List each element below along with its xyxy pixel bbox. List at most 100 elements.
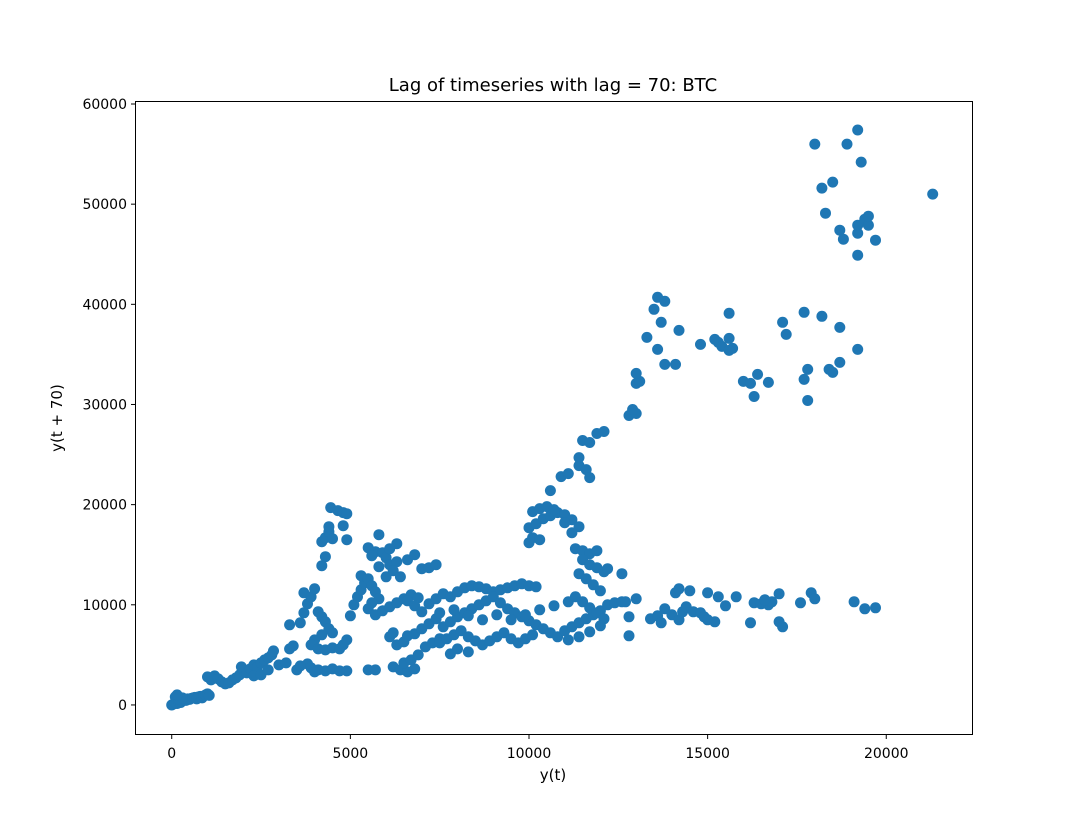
data-point (748, 391, 760, 402)
data-point (777, 621, 789, 633)
data-point (780, 328, 792, 340)
data-point (673, 583, 685, 595)
data-point (584, 472, 596, 484)
data-point (623, 611, 635, 623)
data-point (294, 660, 306, 672)
x-tick-label: 15000 (685, 746, 730, 762)
data-point (827, 176, 839, 188)
data-point (323, 521, 335, 533)
data-point (745, 617, 756, 629)
data-point (627, 404, 639, 415)
data-point (759, 594, 771, 606)
data-point (316, 560, 328, 572)
data-point (652, 343, 664, 355)
data-point (548, 504, 560, 516)
data-point (870, 234, 881, 246)
data-point (462, 646, 474, 658)
data-point (284, 619, 296, 631)
data-point (309, 583, 321, 595)
data-point (852, 227, 864, 239)
data-point (809, 593, 821, 605)
data-point (409, 549, 421, 561)
data-point (287, 640, 299, 652)
data-point (573, 631, 585, 643)
data-point (859, 603, 871, 615)
data-point (837, 233, 849, 245)
data-point (834, 321, 846, 333)
data-point (655, 316, 667, 328)
data-point (584, 626, 596, 638)
data-point (862, 210, 874, 222)
data-point (723, 307, 735, 319)
data-point (319, 551, 331, 563)
data-point (630, 593, 642, 605)
data-point (534, 534, 546, 546)
y-axis-ticks: 0 10000 20000 30000 40000 50000 60000 (82, 97, 136, 714)
data-point (366, 550, 378, 562)
data-point (820, 207, 831, 219)
data-point (527, 629, 539, 641)
x-tick-label: 10000 (507, 746, 552, 762)
data-point (623, 630, 635, 642)
data-point (762, 376, 774, 388)
data-point (730, 591, 742, 603)
data-point (566, 527, 578, 539)
data-point (434, 607, 446, 619)
y-axis-label: y(t + 70) (48, 384, 66, 452)
data-point (337, 520, 349, 532)
data-point (477, 614, 488, 626)
data-point (391, 556, 403, 568)
data-point (327, 627, 338, 639)
y-tick-label: 10000 (82, 598, 127, 614)
data-point (362, 603, 374, 615)
data-point (416, 606, 428, 618)
data-point (602, 563, 614, 575)
data-point (491, 609, 503, 621)
data-point (394, 571, 406, 583)
data-point (591, 545, 603, 557)
data-point (573, 452, 585, 464)
data-point (548, 600, 560, 612)
data-point (855, 156, 867, 168)
data-point (294, 617, 306, 629)
data-point (848, 596, 860, 608)
x-tick-label: 5000 (333, 746, 369, 762)
data-point (712, 591, 724, 603)
data-point (455, 625, 467, 637)
data-point (852, 249, 864, 261)
data-point (752, 368, 764, 380)
data-point (655, 617, 667, 629)
data-point (559, 517, 571, 529)
data-point (430, 559, 442, 571)
data-point (598, 426, 610, 437)
data-point (773, 588, 785, 600)
y-tick-label: 50000 (82, 197, 127, 213)
plot-frame (135, 101, 973, 735)
data-point (852, 343, 864, 355)
data-point (562, 634, 574, 646)
data-point (616, 568, 628, 580)
data-point (684, 585, 696, 597)
data-point (562, 468, 574, 480)
data-point (409, 663, 421, 675)
data-point (203, 689, 215, 701)
data-point (519, 609, 531, 621)
data-point (620, 596, 631, 608)
data-point (802, 363, 814, 375)
y-tick-label: 30000 (82, 397, 127, 413)
data-point (341, 665, 353, 677)
data-point (816, 182, 828, 194)
data-point (702, 587, 714, 599)
data-point (641, 331, 653, 343)
x-tick-label: 0 (167, 746, 176, 762)
data-point (795, 597, 806, 609)
y-tick-label: 40000 (82, 297, 127, 313)
y-tick-label: 60000 (82, 97, 127, 113)
data-point (723, 344, 735, 356)
data-point (327, 533, 338, 545)
data-point (387, 565, 399, 577)
y-tick-label: 20000 (82, 498, 127, 514)
data-point (452, 643, 463, 655)
